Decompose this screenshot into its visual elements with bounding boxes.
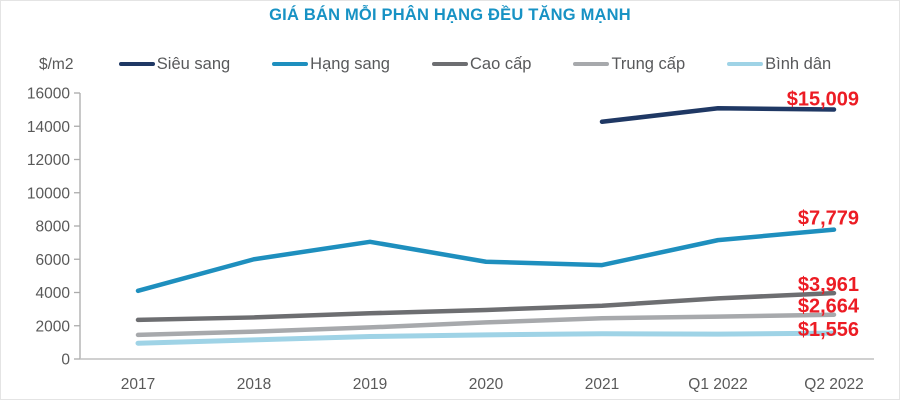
legend-label-trung-cap: Trung cấp [611,54,686,73]
legend-item-hang-sang: Hạng sang [272,55,390,74]
legend-item-trung-cap: Trung cấp [573,55,685,74]
x-tick-label: Q1 2022 [688,376,747,393]
y-tick-label: 8000 [36,219,71,236]
legend-item-sieu-sang: Siêu sang [118,54,231,74]
legend-line-swatch-hang-sang [272,61,309,67]
series-line-4 [135,330,837,346]
y-axis-unit-label: $/m2 [39,56,73,73]
legend-line-swatch-binh-dan [727,61,764,67]
legend-label-sieu-sang: Siêu sang [156,54,231,73]
y-tick-label: 2000 [36,318,71,335]
x-tick-label: 2021 [585,376,619,393]
legend-label-cao-cap: Cao cấp [469,54,532,73]
legend-label-hang-sang: Hạng sang [310,54,390,73]
y-tick-label: 6000 [36,252,71,269]
series-line-3 [135,312,837,338]
y-tick-label: 16000 [27,86,70,103]
legend-item-binh-dan: Bình dân [727,55,831,74]
legend-line-swatch-trung-cap [573,61,610,67]
x-tick-label: Q2 2022 [804,376,863,393]
data-label-4: $1,556 [798,319,859,341]
y-tick-label: 12000 [27,152,70,169]
x-tick-label: 2019 [353,376,387,393]
data-label-3: $2,664 [798,296,860,318]
legend: Siêu sang Hạng sang Cao cấp Trung cấp Bì… [61,53,889,75]
series-line-0 [599,106,837,125]
x-tick-label: 2017 [121,376,155,393]
x-tick-label: 2020 [469,376,504,393]
legend-line-swatch-cao-cap [431,61,468,67]
legend-line-swatch-sieu-sang [118,61,155,67]
data-label-0: $15,009 [787,88,859,110]
chart-title: GIÁ BÁN MỖI PHÂN HẠNG ĐỀU TĂNG MẠNH [269,6,631,24]
series-line-2 [135,290,837,323]
series-line-1 [135,227,837,294]
y-tick-label: 4000 [36,285,71,302]
legend-label-binh-dan: Bình dân [765,54,832,73]
data-label-2: $3,961 [798,274,859,296]
x-tick-label: 2018 [237,376,271,393]
legend-item-cao-cap: Cao cấp [431,54,532,74]
y-tick-label: 14000 [27,119,70,136]
y-tick-label: 0 [61,352,70,369]
y-tick-label: 10000 [27,185,70,202]
data-label-1: $7,779 [798,208,859,230]
